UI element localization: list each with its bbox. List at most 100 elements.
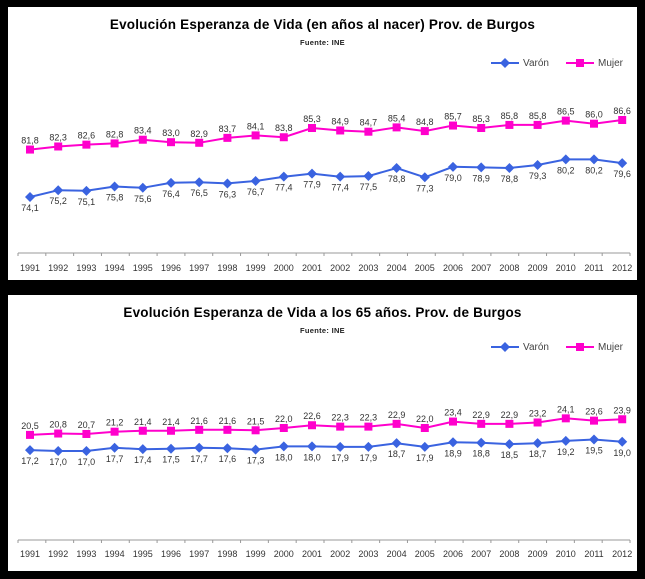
mujer-marker (477, 419, 486, 428)
varn-data-label: 18,5 (501, 450, 519, 460)
varn-marker (476, 162, 487, 173)
varn-data-label: 17,9 (416, 453, 434, 463)
mujer-marker (336, 422, 345, 431)
mujer-data-label: 84,7 (360, 118, 378, 128)
varn-marker (222, 443, 233, 454)
mujer-marker (308, 124, 316, 133)
mujer-data-label: 81,8 (21, 136, 39, 146)
mujer-data-label: 20,5 (21, 421, 39, 431)
mujer-data-label: 22,9 (388, 410, 406, 420)
varn-data-label: 17,7 (106, 454, 124, 464)
legend-label-varon: Varón (523, 341, 549, 353)
svg-text:2000: 2000 (274, 549, 294, 559)
svg-text:2009: 2009 (528, 549, 548, 559)
mujer-data-label: 84,8 (416, 117, 434, 127)
mujer-data-label: 85,8 (501, 111, 519, 121)
varn-data-label: 17,9 (331, 453, 349, 463)
svg-text:2003: 2003 (358, 549, 378, 559)
varn-data-label: 76,7 (247, 187, 265, 197)
mujer-marker (392, 419, 401, 428)
svg-text:2010: 2010 (556, 549, 576, 559)
varn-marker (194, 177, 205, 188)
varn-data-label: 76,3 (219, 189, 237, 199)
varn-marker (137, 182, 148, 193)
svg-text:1994: 1994 (105, 549, 125, 559)
varn-marker (476, 437, 487, 448)
mujer-data-label: 21,2 (106, 418, 124, 428)
varn-data-label: 17,0 (49, 457, 67, 467)
chart-panel-birth: 1991 1992 1993 1994 1995 1996 1997 1998 1999 2000… (8, 7, 637, 280)
mujer-marker (167, 426, 175, 435)
varn-data-label: 77,5 (360, 182, 378, 192)
varn-marker (278, 171, 289, 182)
varn-data-label: 19,2 (557, 447, 575, 457)
varn-series: 17,2 17,0 17,0 17,7 17,4 17,5 17,7 17,6 17,3 18,0… (21, 434, 631, 467)
mujer-data-label: 22,9 (501, 410, 519, 420)
svg-text:2004: 2004 (387, 549, 407, 559)
mujer-line (29, 417, 623, 436)
mujer-marker (618, 116, 627, 124)
mujer-marker (251, 131, 260, 140)
svg-text:1994: 1994 (105, 263, 125, 273)
mujer-marker (477, 124, 486, 133)
svg-text:1998: 1998 (217, 549, 237, 559)
mujer-marker (54, 429, 63, 438)
svg-text:1997: 1997 (189, 263, 209, 273)
chart-birth-plot: 1991 1992 1993 1994 1995 1996 1997 1998 1999 2000… (17, 106, 632, 273)
varn-marker (335, 441, 346, 452)
varn-marker (419, 441, 430, 452)
mujer-data-label: 82,3 (49, 132, 67, 142)
svg-text:2002: 2002 (330, 549, 350, 559)
mujer-marker (449, 121, 457, 130)
mujer-marker (561, 414, 570, 423)
mujer-data-label: 83,8 (275, 123, 293, 133)
varn-marker (532, 159, 543, 170)
varn-line (29, 438, 623, 452)
mujer-marker (195, 425, 204, 434)
mujer-data-label: 85,8 (529, 111, 547, 121)
mujer-marker (110, 139, 119, 148)
mujer-marker (54, 142, 63, 151)
mujer-marker (533, 120, 542, 129)
mujer-data-label: 21,4 (162, 417, 180, 427)
legend-item-varon: Varón (490, 341, 549, 353)
mujer-data-label: 22,0 (275, 414, 293, 424)
mujer-data-label: 84,9 (331, 116, 349, 126)
varn-data-label: 75,6 (134, 194, 152, 204)
mujer-data-label: 22,0 (416, 414, 434, 424)
chart-birth-legend: Varón Mujer (490, 57, 623, 69)
varn-data-label: 77,9 (303, 180, 321, 190)
varon-line-diamond-icon (491, 58, 520, 68)
mujer-marker (449, 417, 457, 426)
svg-text:2011: 2011 (584, 263, 603, 273)
varn-data-label: 75,1 (78, 197, 96, 207)
mujer-marker (195, 138, 204, 147)
mujer-data-label: 22,9 (472, 410, 490, 420)
varn-marker (589, 154, 599, 165)
varn-data-label: 17,6 (219, 454, 237, 464)
varn-data-label: 18,7 (388, 449, 406, 459)
mujer-data-label: 86,6 (613, 106, 631, 116)
mujer-data-label: 82,9 (190, 129, 208, 139)
varn-data-label: 80,2 (557, 165, 575, 175)
mujer-marker (110, 427, 119, 436)
varn-data-label: 75,8 (106, 193, 124, 203)
mujer-data-label: 24,1 (557, 404, 575, 414)
chart-age65-subtitle: Fuente: INE (300, 326, 345, 335)
varn-marker (109, 442, 120, 453)
svg-text:2001: 2001 (302, 549, 322, 559)
svg-text:1993: 1993 (76, 549, 96, 559)
mujer-data-label: 20,8 (49, 420, 67, 430)
x-axis-tick-labels: 1991 1992 1993 1994 1995 1996 1997 1998 1999 2000… (20, 263, 632, 273)
mujer-data-label: 83,4 (134, 126, 152, 136)
varn-marker (560, 435, 571, 446)
mujer-marker (505, 120, 514, 129)
varn-data-label: 79,6 (613, 169, 631, 179)
varn-line (29, 158, 623, 198)
chart-age65-title: Evolución Esperanza de Vida a los 65 año… (123, 305, 522, 320)
varn-marker (166, 443, 176, 454)
varn-data-label: 76,5 (190, 188, 208, 198)
varn-marker (560, 154, 571, 165)
mujer-marker (26, 145, 34, 154)
varn-marker (137, 444, 148, 455)
